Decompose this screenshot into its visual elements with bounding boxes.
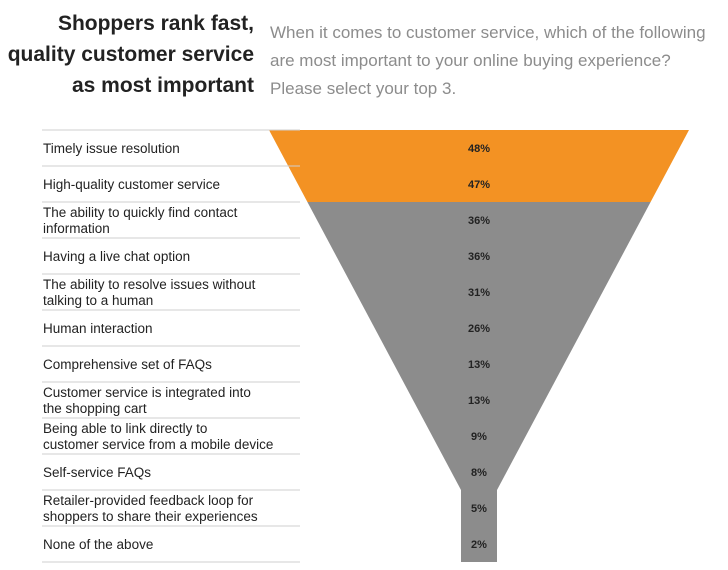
survey-question: When it comes to customer service, which… xyxy=(270,19,726,103)
category-label: Being able to link directly to xyxy=(43,421,207,436)
value-label: 48% xyxy=(468,143,490,155)
value-label: 13% xyxy=(468,359,490,371)
funnel-segment xyxy=(365,310,593,346)
category-label: Having a live chat option xyxy=(43,249,190,264)
funnel-segment xyxy=(307,202,651,238)
funnel-segment xyxy=(288,166,670,202)
funnel-segment xyxy=(403,382,555,418)
funnel-segment xyxy=(326,238,632,274)
category-label: High-quality customer service xyxy=(43,177,220,192)
value-label: 36% xyxy=(468,251,490,263)
value-label: 31% xyxy=(468,287,490,299)
value-label: 9% xyxy=(471,431,487,443)
headline-line: as most important xyxy=(71,74,254,97)
headline-line: Shoppers rank fast, xyxy=(57,12,254,35)
headline: Shoppers rank fast, quality customer ser… xyxy=(0,8,254,101)
value-label: 2% xyxy=(471,539,487,551)
funnel-segment xyxy=(461,490,497,526)
category-label: Customer service is integrated into xyxy=(43,385,251,400)
value-label: 47% xyxy=(468,179,490,191)
funnel-segment xyxy=(269,130,689,166)
category-label: talking to a human xyxy=(43,293,153,308)
value-label: 8% xyxy=(471,467,487,479)
category-label: None of the above xyxy=(43,537,153,552)
question-line: Please select your top 3. xyxy=(270,79,457,98)
question-line: When it comes to customer service, which… xyxy=(270,23,706,42)
value-label: 36% xyxy=(468,215,490,227)
category-label: shoppers to share their experiences xyxy=(43,509,258,524)
category-label: Comprehensive set of FAQs xyxy=(43,357,212,372)
category-label: information xyxy=(43,221,110,236)
category-label: The ability to resolve issues without xyxy=(43,277,256,292)
funnel-segment xyxy=(384,346,574,382)
value-label: 26% xyxy=(468,323,490,335)
value-label: 5% xyxy=(471,503,487,515)
funnel-segment xyxy=(461,526,497,562)
category-label: Human interaction xyxy=(43,321,153,336)
funnel-segment xyxy=(441,454,517,490)
headline-line: quality customer service xyxy=(7,43,254,66)
category-label: Retailer-provided feedback loop for xyxy=(43,493,254,508)
category-label: customer service from a mobile device xyxy=(43,437,273,452)
category-label: Timely issue resolution xyxy=(43,141,180,156)
funnel-segment xyxy=(345,274,613,310)
category-label: the shopping cart xyxy=(43,401,147,416)
question-line: are most important to your online buying… xyxy=(270,51,671,70)
funnel-segment xyxy=(422,418,536,454)
category-label: Self-service FAQs xyxy=(43,465,151,480)
category-label: The ability to quickly find contact xyxy=(43,205,238,220)
value-label: 13% xyxy=(468,395,490,407)
